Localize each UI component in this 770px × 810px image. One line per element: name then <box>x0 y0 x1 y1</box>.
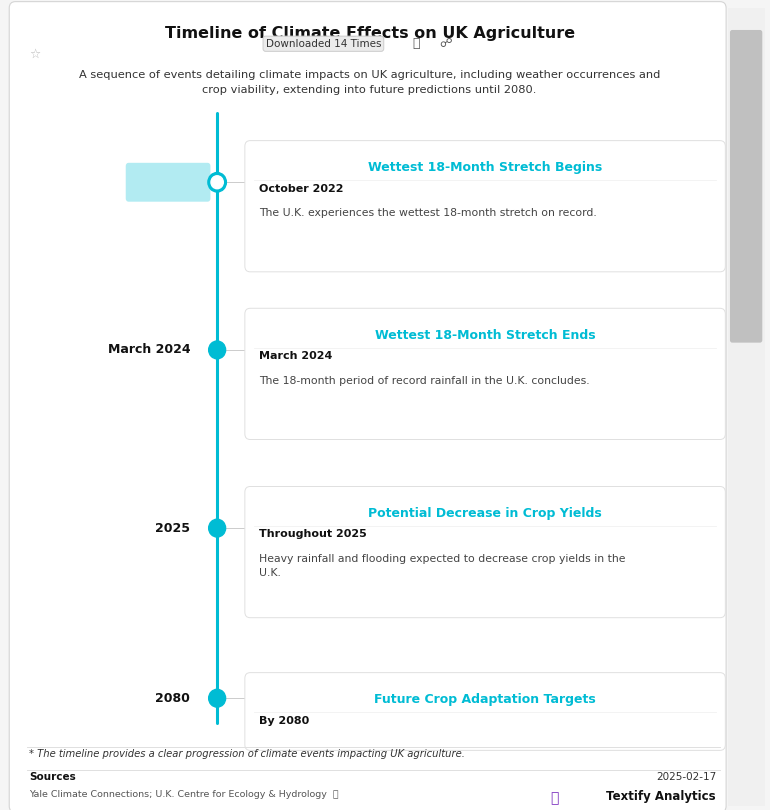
Circle shape <box>209 341 226 359</box>
Text: Wettest 18-Month Stretch Ends: Wettest 18-Month Stretch Ends <box>375 329 595 342</box>
Text: Downloaded 14 Times: Downloaded 14 Times <box>266 39 381 49</box>
Circle shape <box>208 173 226 192</box>
Text: Textify Analytics: Textify Analytics <box>607 790 716 803</box>
FancyBboxPatch shape <box>245 309 725 440</box>
Text: 2022: 2022 <box>156 176 190 189</box>
FancyBboxPatch shape <box>245 487 725 618</box>
Text: ⤓: ⤓ <box>412 37 420 50</box>
FancyBboxPatch shape <box>730 30 762 343</box>
Text: Sources: Sources <box>29 772 76 782</box>
Text: 2025-02-17: 2025-02-17 <box>656 772 716 782</box>
Text: Heavy rainfall and flooding expected to decrease crop yields in the
U.K.: Heavy rainfall and flooding expected to … <box>259 554 626 578</box>
Circle shape <box>209 689 226 707</box>
Text: Wettest 18-Month Stretch Begins: Wettest 18-Month Stretch Begins <box>368 161 602 174</box>
Text: Potential Decrease in Crop Yields: Potential Decrease in Crop Yields <box>368 507 602 520</box>
Text: 2080: 2080 <box>156 692 190 705</box>
Text: The U.K. experiences the wettest 18-month stretch on record.: The U.K. experiences the wettest 18-mont… <box>259 208 598 218</box>
Text: Future Crop Adaptation Targets: Future Crop Adaptation Targets <box>374 693 596 706</box>
Circle shape <box>209 519 226 537</box>
Text: A sequence of events detailing climate impacts on UK agriculture, including weat: A sequence of events detailing climate i… <box>79 70 661 96</box>
Text: ☍: ☍ <box>439 37 451 50</box>
Text: October 2022: October 2022 <box>259 184 344 194</box>
FancyBboxPatch shape <box>245 672 725 750</box>
FancyBboxPatch shape <box>245 141 725 272</box>
Text: 2025: 2025 <box>156 522 190 535</box>
Text: Yale Climate Connections; U.K. Centre for Ecology & Hydrology  🔗: Yale Climate Connections; U.K. Centre fo… <box>29 790 339 799</box>
FancyBboxPatch shape <box>728 8 765 806</box>
Text: March 2024: March 2024 <box>108 343 190 356</box>
Text: The 18-month period of record rainfall in the U.K. concludes.: The 18-month period of record rainfall i… <box>259 376 590 386</box>
Text: 🤖: 🤖 <box>551 791 559 805</box>
FancyBboxPatch shape <box>9 2 726 810</box>
Text: * The timeline provides a clear progression of climate events impacting UK agric: * The timeline provides a clear progress… <box>29 749 465 759</box>
Text: March 2024: March 2024 <box>259 352 333 361</box>
Circle shape <box>211 176 223 189</box>
Text: Timeline of Climate Effects on UK Agriculture: Timeline of Climate Effects on UK Agricu… <box>165 26 574 41</box>
Text: By 2080: By 2080 <box>259 715 310 726</box>
Text: Throughout 2025: Throughout 2025 <box>259 530 367 539</box>
Text: ☆: ☆ <box>29 48 41 61</box>
FancyBboxPatch shape <box>126 163 210 202</box>
